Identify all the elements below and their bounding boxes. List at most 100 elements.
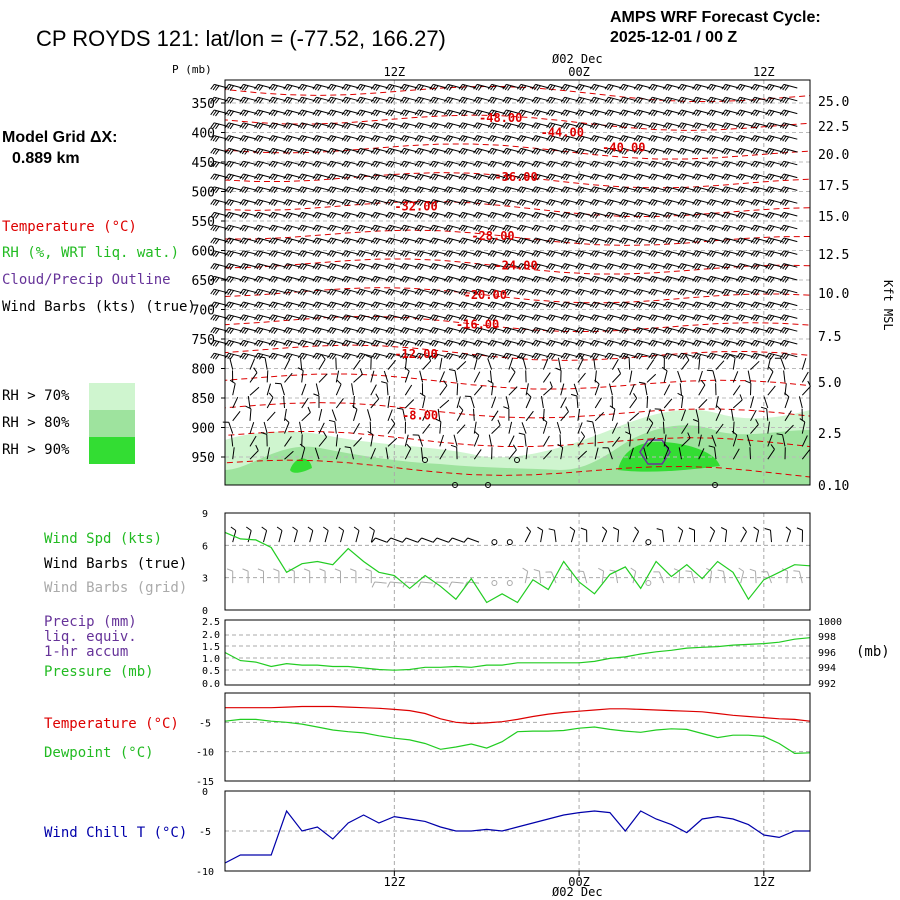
wind-barb (487, 237, 506, 245)
wind-barb (458, 314, 477, 322)
wind-barb (662, 211, 681, 219)
wind-barb (692, 122, 710, 130)
wind-barb (736, 147, 754, 155)
wind-barb-grid (387, 581, 403, 588)
wind-barb (318, 354, 326, 370)
wind-barb (487, 160, 506, 168)
wind-barb (473, 385, 483, 396)
wind-barb (765, 135, 783, 142)
wind-barb (429, 250, 447, 258)
wind-barb (429, 263, 447, 270)
wind-barb (254, 122, 272, 130)
isotherm-label: -48.00 (479, 111, 522, 125)
wind-barb (604, 160, 623, 168)
wind-barb (502, 186, 520, 194)
wind-barb (312, 301, 331, 309)
wind-barb (531, 199, 550, 206)
temperature-tick-label: -10 (196, 748, 214, 759)
wind-barb (249, 422, 255, 434)
wind-barb (487, 186, 506, 194)
legend-cloud: Cloud/Precip Outline (2, 272, 171, 288)
wind-barb (419, 392, 426, 409)
wind-barb (779, 339, 798, 347)
wind-barb (283, 352, 301, 360)
wind-barb (648, 83, 667, 91)
wind-barb-grid (350, 568, 357, 584)
wind-barb (546, 147, 564, 155)
wind-barb (648, 288, 667, 296)
wind-barb (327, 352, 345, 360)
isotherm-label: -12.00 (394, 347, 437, 361)
wind-barb (736, 301, 754, 309)
wind-barb (239, 224, 258, 232)
wind-barb (283, 173, 301, 181)
wind-barb (779, 160, 798, 168)
wind-barb (356, 237, 374, 245)
wind-barb (648, 122, 667, 130)
wind-barb (268, 288, 287, 296)
wind-barb (560, 160, 579, 168)
wind-barb (648, 135, 667, 142)
wind-barb (312, 160, 331, 168)
wind-barb-grid (522, 567, 529, 584)
wind-barb (546, 199, 564, 206)
wind-barb (274, 382, 285, 396)
wind-barb (516, 122, 535, 130)
wind-barb (239, 96, 258, 104)
wind-barb (619, 237, 637, 245)
wind-barb (560, 288, 579, 296)
wind-barb (750, 250, 769, 258)
wind-barb (633, 160, 652, 168)
wind-barb (611, 358, 619, 370)
wind-barb (750, 352, 769, 360)
calm-wind-circle (645, 539, 652, 546)
wind-barb (619, 122, 637, 130)
wind-barb (750, 135, 769, 142)
wind-barb (692, 83, 710, 91)
wind-barb (706, 199, 725, 206)
wind-barb (633, 109, 652, 117)
legend-rh80-swatch (89, 410, 135, 437)
wind-barb (721, 250, 740, 258)
wind-barb (589, 339, 608, 347)
wind-barb (400, 186, 418, 194)
wind-barb-true (463, 537, 480, 543)
wind-barb (750, 211, 769, 219)
calm-wind-circle (506, 539, 513, 546)
wind-barb (706, 288, 725, 296)
calm-wind-circle-grid (491, 580, 498, 587)
wind-barb (662, 83, 681, 91)
wind-barb (662, 122, 681, 130)
wind-barb (629, 412, 640, 422)
wind-speed-tick-label: 3 (202, 574, 208, 585)
isotherm-line (224, 143, 811, 160)
wind-barb (721, 339, 740, 347)
wind-barb (443, 109, 462, 117)
wind-barb (254, 211, 272, 219)
wind-barb (502, 237, 520, 245)
wind-barb (283, 327, 301, 334)
wind-barb (575, 147, 593, 155)
wind-barb (612, 367, 622, 383)
wind-barb (619, 275, 637, 283)
wind-barb (239, 109, 258, 117)
wind-barb (210, 288, 228, 296)
wind-barb (487, 147, 506, 155)
wind-barb (555, 367, 562, 383)
wind-barb (638, 381, 648, 396)
wind-barb (443, 224, 462, 232)
wind-barb (473, 314, 491, 322)
wind-barb (531, 211, 550, 219)
wind-barb (516, 339, 535, 347)
wind-barb (750, 288, 769, 296)
wind-barb (283, 83, 301, 91)
wind-barb-grid (273, 568, 280, 584)
wind-barb (677, 250, 696, 258)
wind-barb (224, 173, 243, 181)
wind-barb (487, 83, 506, 91)
wind-barb (443, 135, 462, 142)
wind-barb (266, 411, 276, 422)
wind-barb (749, 447, 751, 460)
wind-barb (400, 83, 418, 91)
wind-barb (327, 250, 345, 258)
